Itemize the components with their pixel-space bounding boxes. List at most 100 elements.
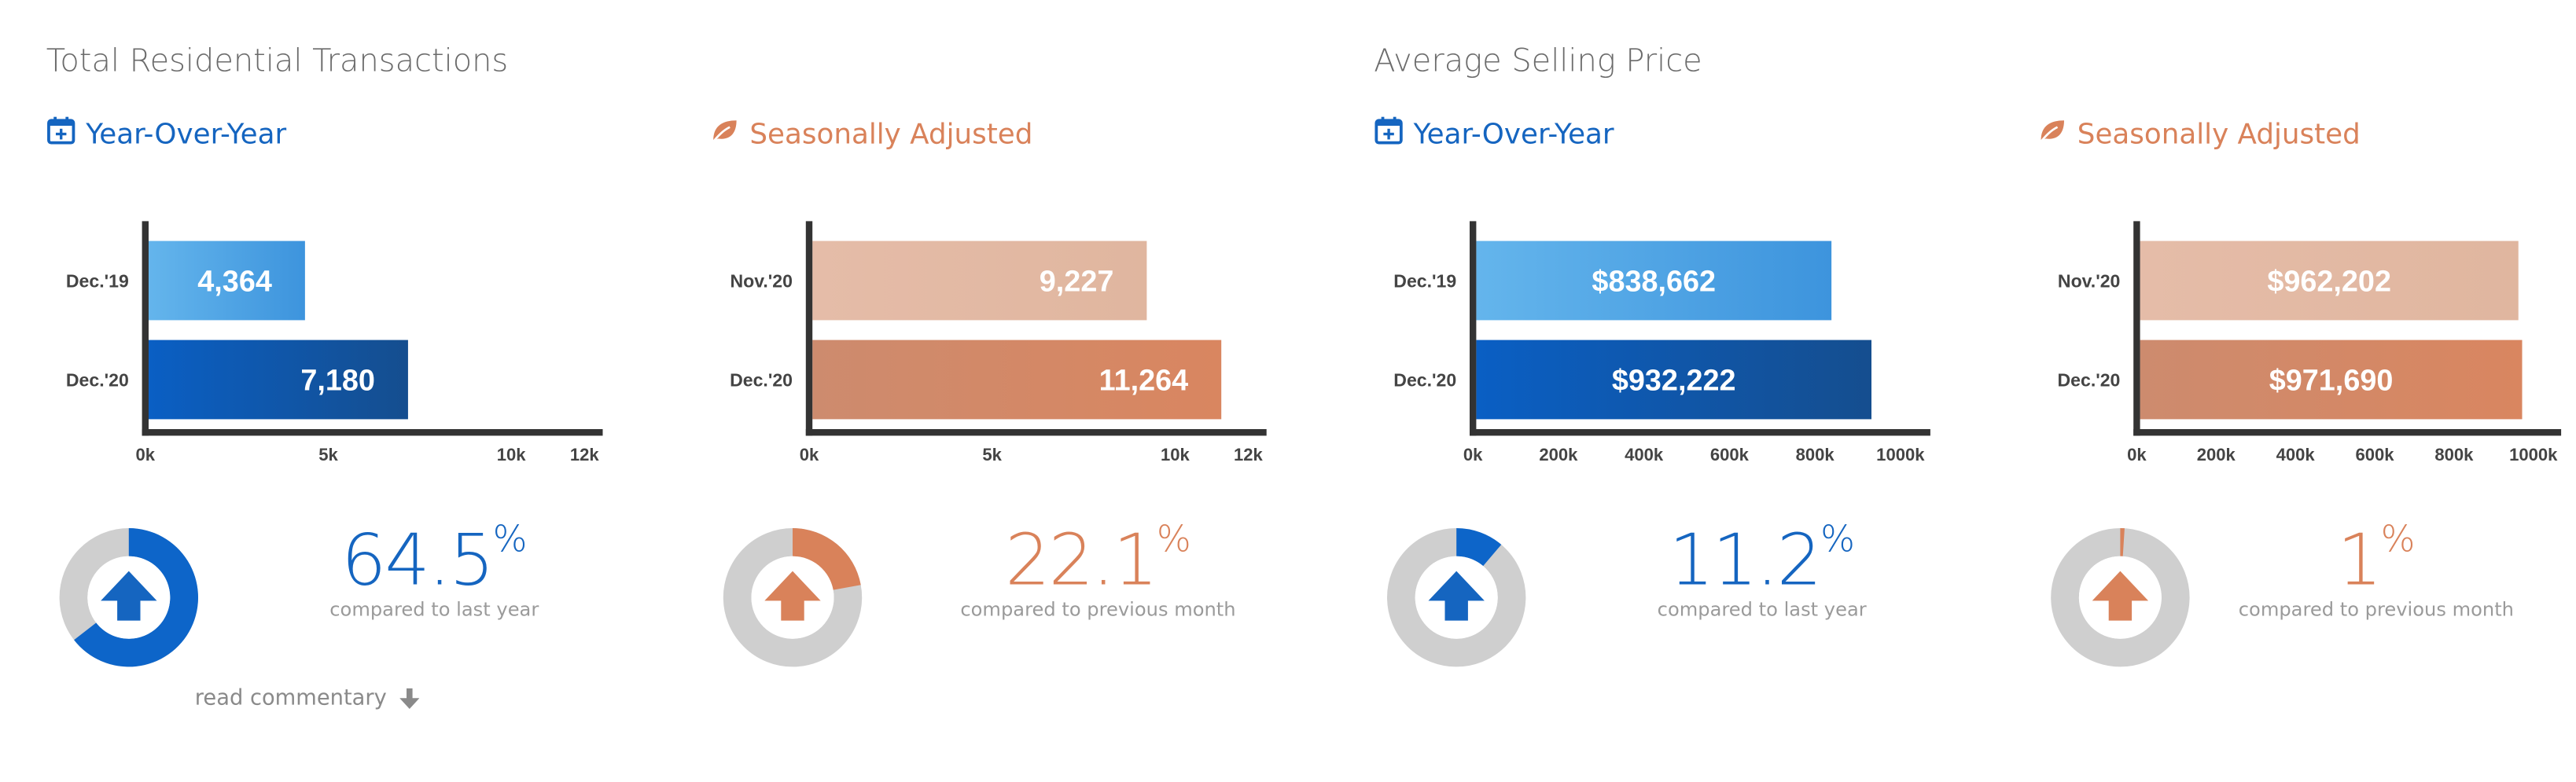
tick-label: 10k: [497, 445, 527, 464]
tick-label: 200k: [1539, 445, 1578, 464]
percent-caption: compared to last year: [329, 597, 539, 621]
subtitle-label: Year-Over-Year: [86, 118, 287, 152]
percent-change: 11.2%: [1605, 520, 1919, 603]
data-label: 4,364: [197, 266, 272, 299]
donut-segment: [792, 528, 861, 590]
bar: [1476, 240, 1832, 321]
bar-chart: Dec.'19 4,364 Dec.'20 7,180 0k 5k 10k 12k: [66, 221, 603, 464]
arrow-up-icon: [764, 571, 821, 621]
donut-chart: [59, 527, 199, 667]
tick-label: 1000k: [1876, 445, 1925, 464]
percent-symbol: %: [492, 519, 528, 561]
tick-label: 0k: [800, 445, 819, 464]
bar-chart: Nov.'20 $962,202 Dec.'20 $971,690 0k 200k 400k…: [2057, 221, 2562, 464]
subtitle-label: Year-Over-Year: [1413, 118, 1614, 152]
percent-value: 22.1: [1005, 519, 1158, 603]
bar: [148, 340, 408, 420]
y-axis: [1469, 221, 1477, 436]
donut-chart: [723, 527, 863, 667]
percent-value: 64.5: [341, 519, 495, 603]
category-label: Nov.'20: [2058, 270, 2120, 291]
y-axis: [805, 221, 813, 436]
category-label: Nov.'20: [730, 270, 793, 291]
panel-price-sa: Seasonally Adjusted Nov.'20 $962,202 Dec.'…: [2037, 116, 2576, 743]
tick-label: 200k: [2197, 445, 2236, 464]
data-label: $962,202: [2267, 266, 2391, 299]
percent-change: 64.5%: [278, 520, 591, 603]
y-axis: [142, 221, 149, 436]
category-label: Dec.'19: [66, 270, 129, 291]
data-label: $838,662: [1592, 266, 1716, 299]
data-label: $971,690: [2269, 365, 2394, 398]
percent-caption: compared to previous month: [2238, 597, 2514, 621]
subtitle-sa: Seasonally Adjusted: [2037, 116, 2361, 153]
arrow-up-icon: [101, 571, 157, 621]
tick-label: 400k: [1625, 445, 1664, 464]
x-axis: [805, 429, 1267, 436]
donut-segment: [74, 528, 199, 667]
percent-caption: compared to last year: [1657, 597, 1867, 621]
x-axis: [1469, 429, 1930, 436]
percent-symbol: %: [2380, 519, 2416, 561]
panel-transactions-sa: Seasonally Adjusted Nov.'20 9,227 Dec.'20 1…: [710, 116, 1338, 743]
tick-label: 600k: [1710, 445, 1750, 464]
percent-change: 1%: [2219, 520, 2533, 603]
tick-label: 0k: [1463, 445, 1483, 464]
subtitle-yoy: Year-Over-Year: [1374, 116, 1614, 153]
arrow-up-icon: [1428, 571, 1485, 621]
data-label: 11,264: [1099, 365, 1189, 398]
tick-label: 12k: [1234, 445, 1264, 464]
calendar-plus-icon: [46, 116, 76, 153]
subtitle-label: Seasonally Adjusted: [749, 118, 1033, 152]
tick-label: 600k: [2356, 445, 2395, 464]
bar: [1476, 340, 1871, 420]
percent-value: 1: [2337, 519, 2382, 603]
bar: [148, 240, 305, 321]
x-axis: [142, 429, 603, 436]
bar-chart: Dec.'19 $838,662 Dec.'20 $932,222 0k 200k 400k…: [1393, 221, 1930, 464]
read-commentary-label: read commentary: [194, 686, 387, 712]
donut-segment: [1456, 528, 1502, 567]
percent-symbol: %: [1156, 519, 1191, 561]
tick-label: 0k: [2127, 445, 2147, 464]
percent-caption: compared to previous month: [960, 597, 1236, 621]
tick-label: 800k: [1796, 445, 1835, 464]
category-label: Dec.'19: [1393, 270, 1456, 291]
bar: [812, 340, 1222, 420]
panel-transactions-yoy: Year-Over-Year Dec.'19 4,364 Dec.'20 7,180 0…: [46, 116, 674, 743]
category-label: Dec.'20: [66, 369, 129, 390]
bar-chart: Nov.'20 9,227 Dec.'20 11,264 0k 5k 10k 12k: [730, 221, 1267, 464]
tick-label: 800k: [2434, 445, 2474, 464]
x-axis: [2133, 429, 2562, 436]
percent-value: 11.2: [1669, 519, 1822, 603]
subtitle-label: Seasonally Adjusted: [2077, 118, 2361, 152]
category-label: Dec.'20: [730, 369, 793, 390]
bar: [812, 240, 1147, 321]
tick-label: 12k: [570, 445, 600, 464]
tick-label: 5k: [318, 445, 338, 464]
tick-label: 1000k: [2509, 445, 2558, 464]
calendar-plus-icon: [1374, 116, 1404, 153]
section-title-avg-price: Average Selling Price: [1374, 42, 1702, 79]
donut-segment: [2120, 528, 2125, 556]
donut-chart: [2051, 527, 2190, 667]
category-label: Dec.'20: [2057, 369, 2120, 390]
percent-change: 22.1%: [941, 520, 1255, 603]
donut-chart: [1386, 527, 1526, 667]
tick-label: 400k: [2276, 445, 2316, 464]
section-title-transactions: Total Residential Transactions: [46, 42, 509, 79]
read-commentary-link[interactable]: read commentary: [194, 686, 420, 712]
tick-label: 10k: [1161, 445, 1190, 464]
panel-price-yoy: Year-Over-Year Dec.'19 $838,662 Dec.'20 $93…: [1374, 116, 2001, 743]
data-label: $932,222: [1612, 365, 1736, 398]
subtitle-yoy: Year-Over-Year: [46, 116, 286, 153]
arrow-down-icon: [399, 688, 420, 709]
arrow-up-icon: [2092, 571, 2149, 621]
subtitle-sa: Seasonally Adjusted: [710, 116, 1032, 153]
data-label: 7,180: [300, 365, 375, 398]
y-axis: [2133, 221, 2140, 436]
bar: [2140, 240, 2519, 321]
data-label: 9,227: [1040, 266, 1114, 299]
bar: [2140, 340, 2523, 420]
